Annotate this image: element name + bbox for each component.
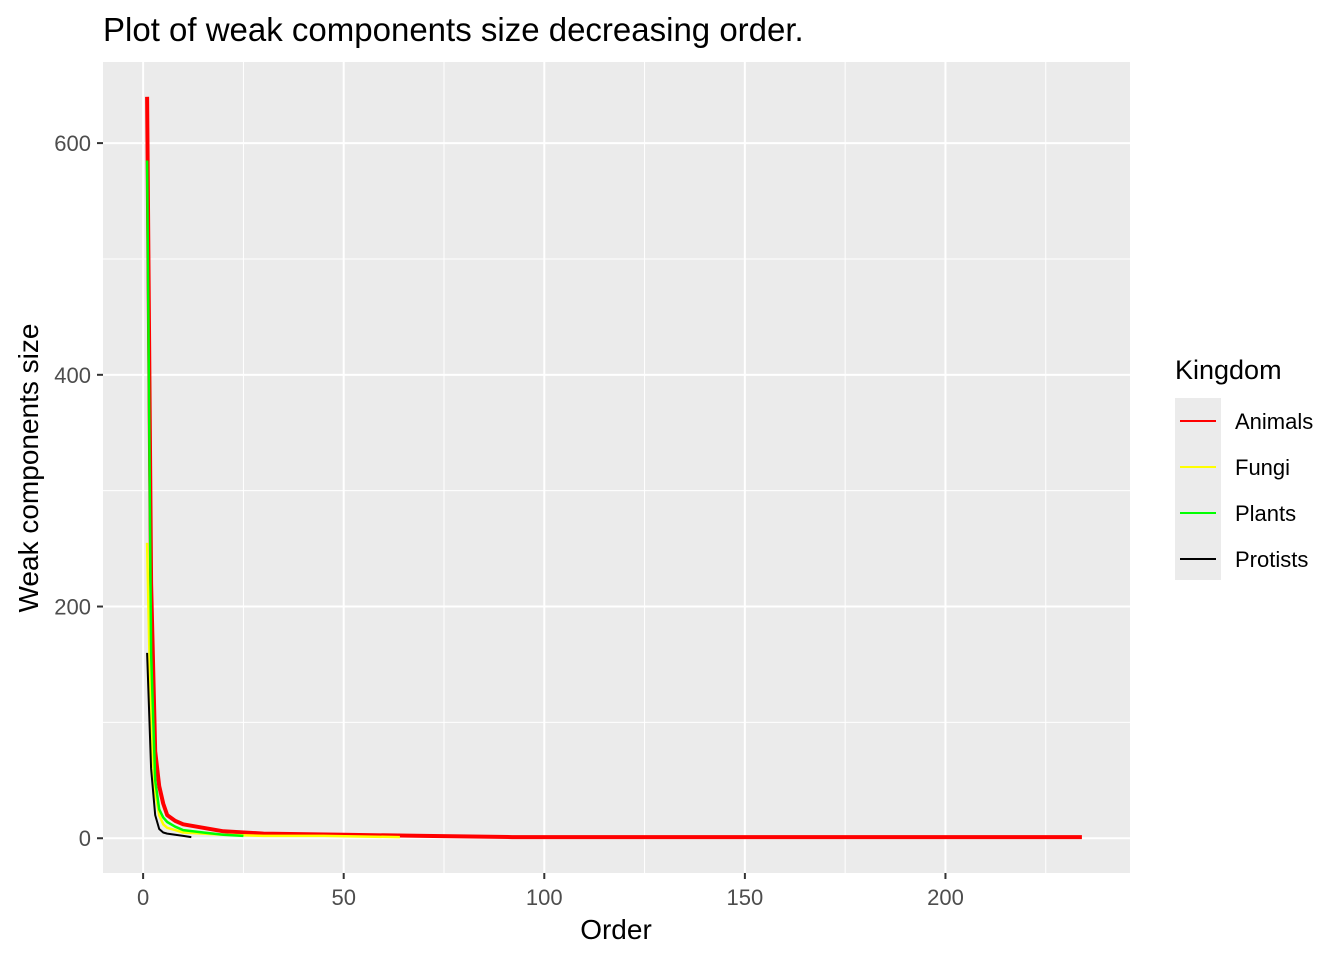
legend-label-fungi: Fungi <box>1235 455 1290 480</box>
y-tick-label: 0 <box>79 826 91 851</box>
series-line-animals <box>145 96 1082 840</box>
x-axis: 0 50 100 150 200 <box>137 873 964 910</box>
plot-panel <box>103 62 1130 873</box>
legend-title: Kingdom <box>1175 355 1282 385</box>
y-axis: 0 200 400 600 <box>54 131 103 851</box>
legend-label-animals: Animals <box>1235 409 1313 434</box>
y-tick-label: 200 <box>54 595 91 620</box>
legend-label-plants: Plants <box>1235 501 1296 526</box>
series-line-protists <box>146 652 192 839</box>
x-tick-label: 100 <box>526 885 563 910</box>
chart-title: Plot of weak components size decreasing … <box>103 11 804 48</box>
series-line-fungi <box>145 542 400 839</box>
x-axis-title: Order <box>580 914 652 945</box>
y-tick-label: 400 <box>54 363 91 388</box>
x-tick-label: 150 <box>727 885 764 910</box>
x-tick-label: 200 <box>927 885 964 910</box>
legend-key-background <box>1175 398 1221 580</box>
y-axis-title: Weak components size <box>13 324 44 613</box>
series-line-plants <box>145 160 244 838</box>
x-tick-label: 50 <box>331 885 355 910</box>
x-tick-label: 0 <box>137 885 149 910</box>
legend-label-protists: Protists <box>1235 547 1308 572</box>
y-tick-label: 600 <box>54 131 91 156</box>
grid-minor <box>103 62 1130 873</box>
series-layer <box>145 96 1082 840</box>
legend: Kingdom Animals Fungi Plants Protists <box>1175 355 1313 580</box>
